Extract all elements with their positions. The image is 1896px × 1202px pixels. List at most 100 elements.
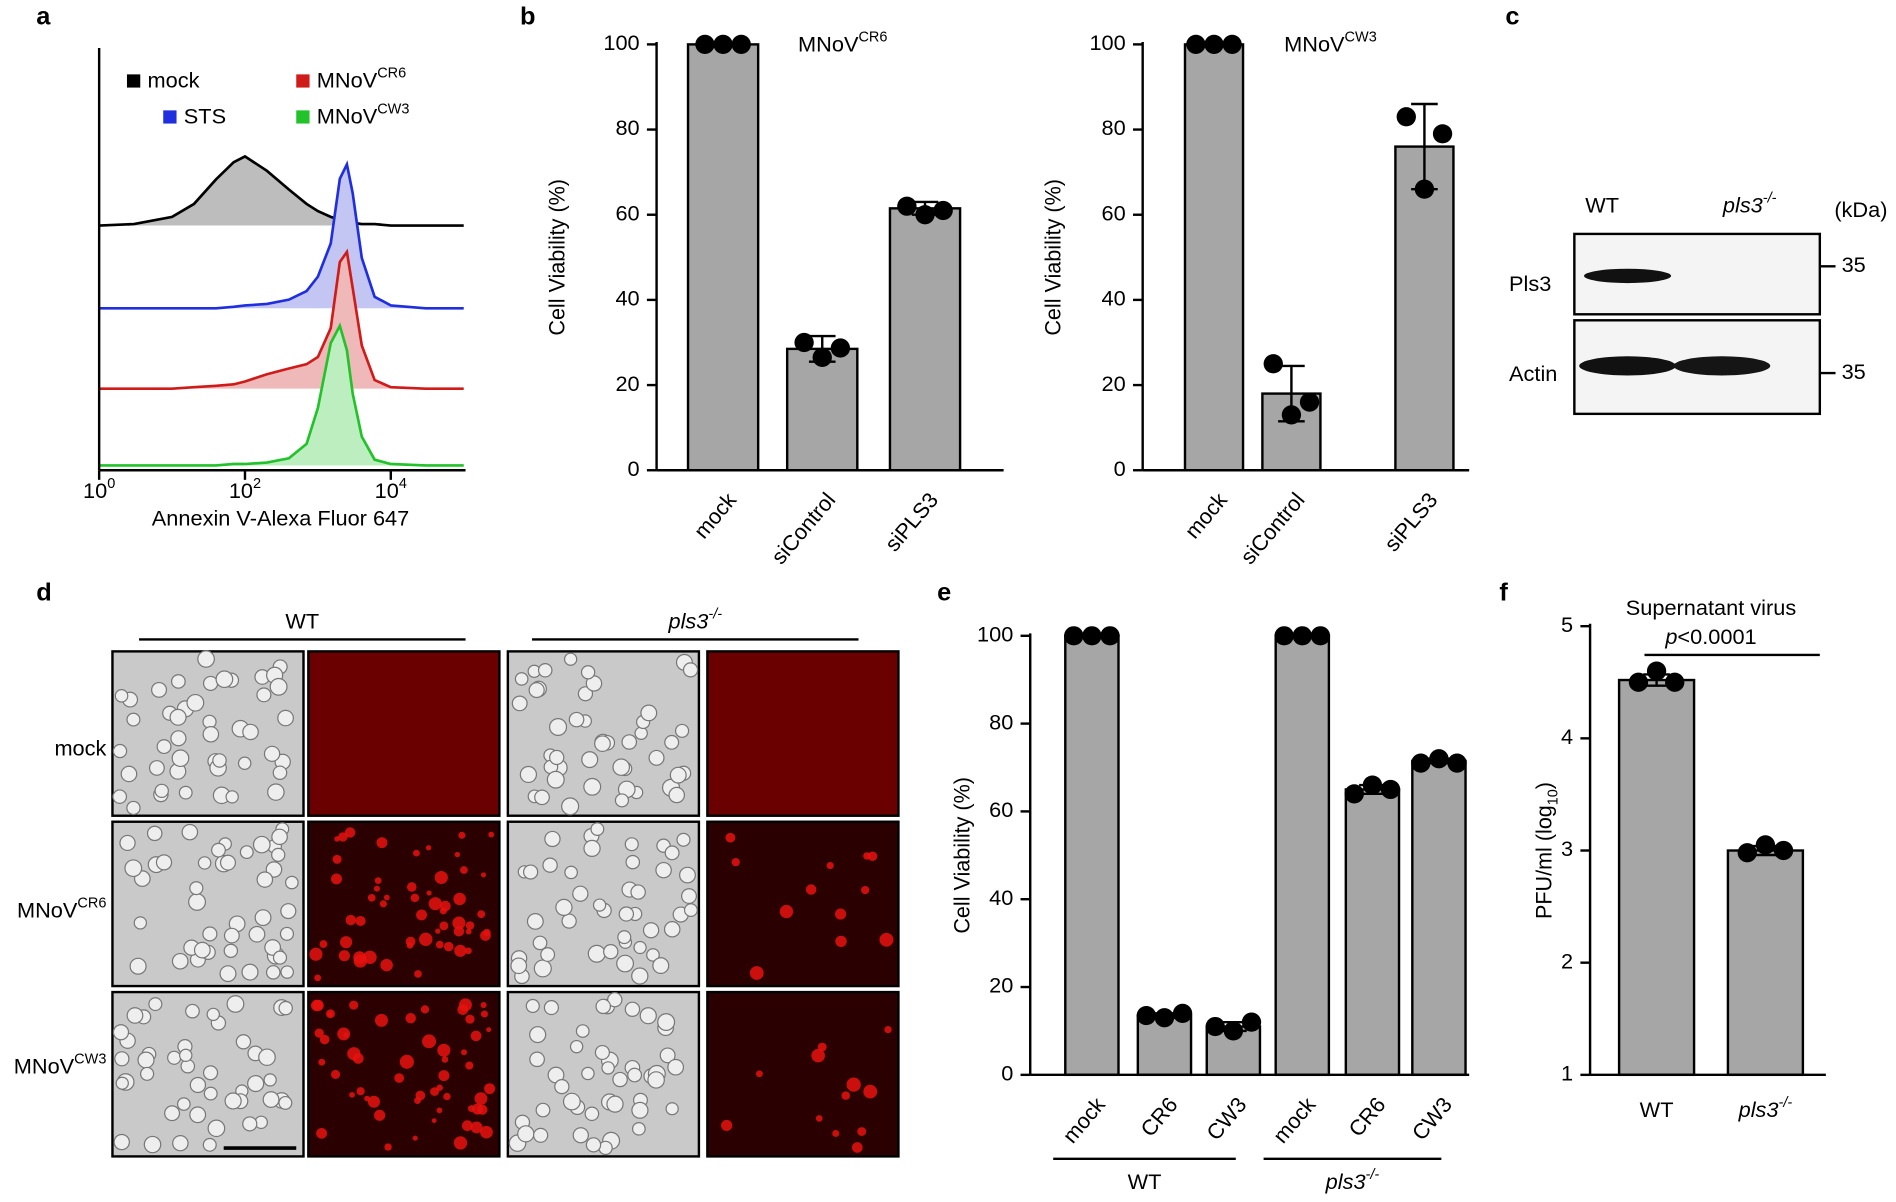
x-tick-label-part: siControl bbox=[1235, 487, 1309, 568]
cell bbox=[235, 1034, 252, 1050]
cell bbox=[543, 1000, 560, 1016]
cell bbox=[124, 859, 143, 878]
cell-signal bbox=[480, 1002, 487, 1009]
ridge bbox=[99, 322, 464, 467]
blot-row-label: Actin bbox=[1509, 361, 1557, 386]
y-tick-label: 4 bbox=[1561, 724, 1573, 749]
x-tick-label: CR6 bbox=[1343, 1092, 1390, 1141]
y-tick-label: 80 bbox=[989, 709, 1013, 734]
cell-signal bbox=[465, 1061, 474, 1070]
cell bbox=[225, 790, 239, 804]
x-tick-label-part: mock bbox=[1179, 487, 1232, 543]
data-point bbox=[1154, 1008, 1175, 1028]
cell bbox=[256, 871, 274, 888]
cell bbox=[555, 898, 573, 917]
blot-column-label: pls3-/- bbox=[1722, 190, 1777, 217]
blot-column-label-part: pls3 bbox=[1722, 192, 1763, 217]
bar bbox=[1394, 145, 1455, 472]
cell bbox=[529, 1026, 547, 1044]
cell bbox=[634, 726, 648, 740]
x-tick-label: pls3-/- bbox=[1738, 1095, 1793, 1122]
cell bbox=[178, 785, 193, 800]
row-label-part: CR6 bbox=[77, 896, 106, 912]
bar bbox=[1274, 634, 1331, 1077]
y-tick-label: 0 bbox=[628, 456, 640, 481]
cell bbox=[112, 789, 128, 804]
cell-signal bbox=[454, 944, 467, 957]
cell-signal bbox=[884, 1025, 892, 1034]
y-tick-label: 80 bbox=[615, 115, 639, 140]
y-tick-label: 1 bbox=[1561, 1061, 1573, 1086]
cell-signal bbox=[431, 1118, 437, 1124]
cell bbox=[197, 650, 215, 668]
cell-signal bbox=[319, 1034, 330, 1045]
data-point bbox=[830, 338, 851, 358]
cell bbox=[226, 995, 245, 1013]
x-tick-label-part: 2 bbox=[253, 476, 261, 492]
cell bbox=[581, 1066, 595, 1081]
fluorescence-image bbox=[706, 650, 900, 817]
cell-signal bbox=[471, 1103, 484, 1115]
cell bbox=[248, 925, 266, 943]
cell bbox=[151, 681, 168, 698]
data-point bbox=[1447, 753, 1467, 773]
data-point bbox=[1100, 626, 1120, 646]
cell bbox=[668, 786, 686, 804]
cell bbox=[186, 693, 205, 712]
cell bbox=[202, 1137, 217, 1152]
cell bbox=[517, 1125, 535, 1143]
blot-unit: (kDa) bbox=[1834, 197, 1887, 222]
x-tick-label-part: 10 bbox=[375, 478, 399, 503]
cell-signal bbox=[312, 999, 324, 1011]
data-point bbox=[1344, 784, 1364, 804]
cell-signal bbox=[319, 940, 328, 949]
cell-signal bbox=[467, 1105, 475, 1112]
cell-signal bbox=[452, 916, 466, 930]
x-tick-label-part: CW3 bbox=[1201, 1092, 1251, 1145]
cell-signal bbox=[326, 1009, 335, 1019]
cell-signal bbox=[453, 892, 466, 906]
y-axis-label: Cell Viability (%) bbox=[544, 179, 569, 336]
blot-column-label: WT bbox=[1585, 192, 1619, 217]
bar bbox=[1411, 759, 1467, 1077]
cell-signal bbox=[484, 1083, 496, 1095]
row-label: MNoVCW3 bbox=[14, 1052, 107, 1079]
cell bbox=[631, 967, 649, 985]
cell bbox=[280, 965, 294, 979]
ridge bbox=[99, 160, 464, 310]
cell-signal bbox=[465, 1014, 475, 1024]
cell-signal bbox=[340, 936, 353, 949]
legend-swatch bbox=[296, 110, 310, 124]
cell bbox=[202, 926, 218, 942]
cell-signal bbox=[443, 1092, 451, 1101]
x-tick-label-part: CR6 bbox=[1343, 1092, 1390, 1141]
fluorescence-image bbox=[706, 820, 900, 988]
x-tick-label-part: pls3 bbox=[1738, 1097, 1779, 1122]
cell bbox=[525, 998, 540, 1013]
cell bbox=[519, 765, 538, 784]
cell bbox=[252, 835, 271, 854]
cell bbox=[189, 1106, 207, 1124]
group-label: pls3-/- bbox=[1325, 1167, 1380, 1194]
y-tick-label: 100 bbox=[1089, 30, 1125, 55]
cell bbox=[170, 730, 187, 747]
cell bbox=[170, 674, 186, 689]
cell-signal bbox=[356, 1087, 365, 1096]
cell-signal bbox=[349, 1092, 355, 1098]
blot-marker: 35 bbox=[1842, 252, 1866, 277]
cell-signal bbox=[383, 894, 390, 901]
cell bbox=[239, 845, 254, 860]
cell-signal bbox=[465, 928, 472, 935]
blot-column-label-part: WT bbox=[1585, 192, 1619, 217]
legend-label-part: MNoV bbox=[317, 67, 378, 92]
cell bbox=[172, 1135, 189, 1152]
cell bbox=[631, 1101, 649, 1119]
cell bbox=[189, 1076, 207, 1094]
cell-signal bbox=[439, 921, 449, 931]
cell bbox=[533, 959, 552, 978]
cell bbox=[549, 749, 565, 766]
row-label: mock bbox=[54, 736, 106, 761]
cell bbox=[203, 1086, 218, 1101]
cell-signal bbox=[805, 884, 817, 895]
data-point bbox=[1310, 626, 1331, 646]
